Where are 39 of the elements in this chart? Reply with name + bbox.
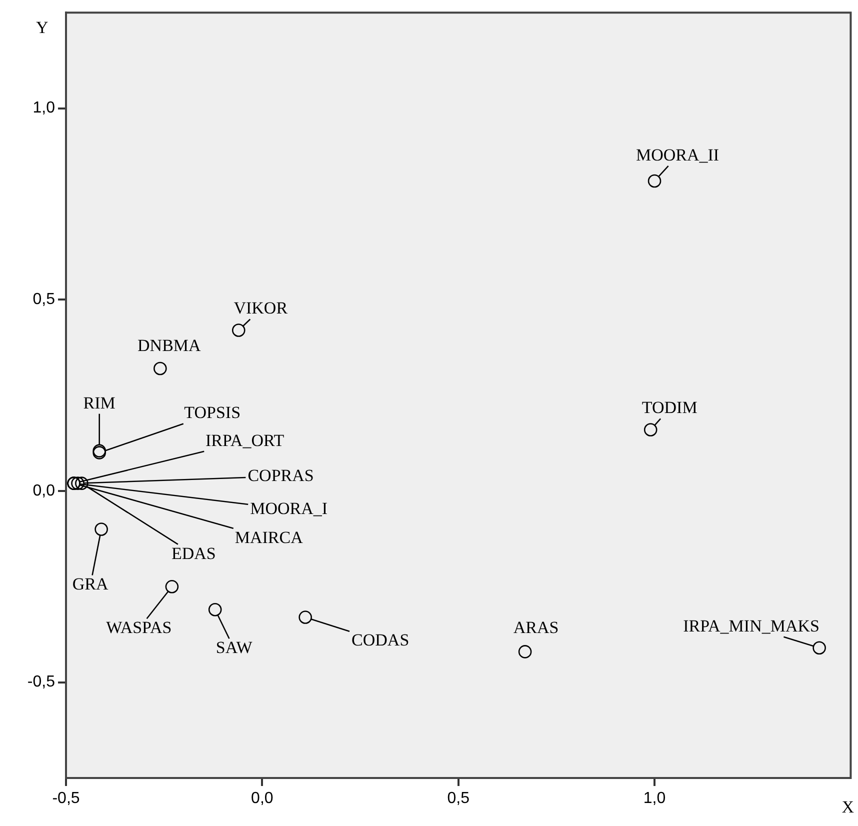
annotation: TOPSIS bbox=[184, 403, 241, 422]
annotation: SAW bbox=[216, 638, 254, 658]
point bbox=[812, 641, 826, 655]
annotation: EDAS bbox=[171, 544, 216, 563]
annotation: MAIRCA bbox=[234, 528, 304, 547]
annotation: GRA bbox=[72, 574, 109, 594]
annotation: IRPA_MIN_MAKS bbox=[683, 616, 820, 636]
y-tick-label: 0,5 bbox=[32, 291, 56, 308]
point bbox=[232, 324, 246, 337]
y-tick-label: 0,0 bbox=[32, 482, 56, 500]
point bbox=[648, 174, 662, 188]
x-tick-label: -0,5 bbox=[52, 790, 80, 808]
annotation: CODAS bbox=[352, 630, 410, 650]
annotation: COPRAS bbox=[248, 466, 314, 485]
annotation: MOORA_I bbox=[250, 498, 328, 518]
point bbox=[154, 362, 167, 376]
point bbox=[208, 602, 222, 616]
y-tick-label: -0,5 bbox=[27, 674, 56, 691]
annotation: DNBMA bbox=[138, 336, 202, 355]
point bbox=[644, 423, 658, 436]
point bbox=[75, 476, 88, 490]
point bbox=[298, 610, 312, 624]
x-tick-label: 1,0 bbox=[643, 790, 666, 808]
x-tick-label: 0,5 bbox=[447, 790, 470, 808]
annotation: RIM bbox=[83, 393, 116, 412]
annotation: VIKOR bbox=[234, 298, 288, 318]
annotation: WASPAS bbox=[106, 618, 172, 638]
annotation: IRPA_ORT bbox=[206, 430, 285, 450]
point bbox=[94, 522, 108, 536]
y-axis-title: Y bbox=[36, 18, 48, 38]
annotation: ARAS bbox=[513, 618, 559, 638]
annotation: MOORA_II bbox=[636, 145, 720, 164]
annotation: TODIM bbox=[642, 398, 698, 418]
x-tick-label: 0,0 bbox=[251, 790, 274, 808]
point bbox=[71, 476, 84, 490]
y-tick-label: 1,0 bbox=[32, 100, 56, 117]
point bbox=[165, 580, 179, 594]
point bbox=[518, 645, 532, 658]
x-axis-title: X bbox=[842, 797, 854, 816]
